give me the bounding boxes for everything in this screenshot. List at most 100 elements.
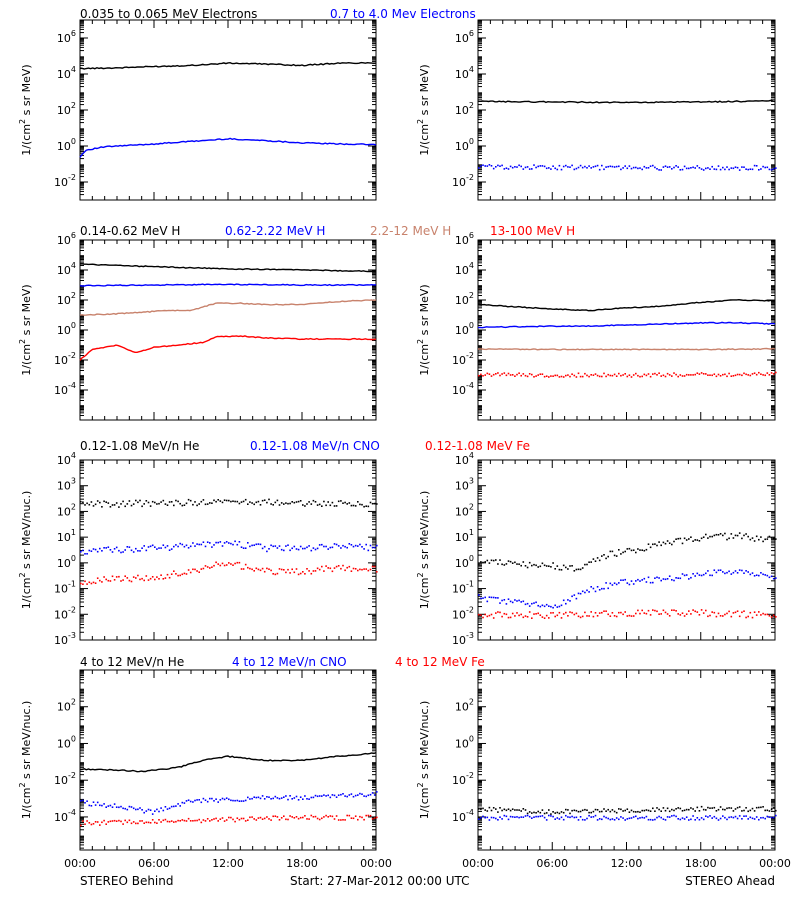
data-point [713, 168, 716, 170]
data-point [266, 550, 268, 553]
data-point [596, 819, 599, 821]
data-point [541, 562, 544, 565]
data-point [509, 815, 512, 818]
data-point [249, 501, 251, 503]
data-point [344, 545, 346, 548]
data-point [230, 816, 232, 819]
data-point [200, 543, 203, 546]
data-point [361, 546, 363, 548]
data-point [103, 500, 105, 503]
data-point [709, 535, 711, 538]
data-point [592, 816, 595, 818]
data-point [713, 569, 716, 571]
y-axis-title: 1/(cm2 s sr MeV) [18, 284, 33, 375]
data-point [352, 795, 355, 798]
data-point [173, 805, 175, 808]
data-point [170, 573, 173, 575]
data-point [673, 809, 675, 812]
data-point [350, 793, 353, 795]
data-point [688, 167, 690, 170]
data-point [179, 542, 181, 545]
data-point [647, 809, 650, 812]
data-point [187, 498, 190, 501]
data-point [601, 555, 603, 557]
data-point [340, 547, 342, 549]
data-point [266, 501, 268, 504]
data-point [88, 503, 91, 506]
data-point [579, 616, 582, 619]
data-point [762, 374, 764, 376]
data-point [206, 541, 209, 543]
data-point [492, 617, 495, 619]
data-point [213, 800, 215, 802]
data-point [135, 547, 137, 550]
data-point [342, 819, 344, 821]
data-point [507, 168, 510, 170]
footer-left-label: STEREO Behind [80, 874, 174, 888]
data-point [696, 817, 699, 819]
data-point [531, 617, 533, 619]
data-point [662, 374, 665, 377]
data-point [643, 549, 646, 552]
data-point [492, 167, 495, 170]
y-tick-label: 10-2 [452, 351, 474, 367]
data-point [478, 594, 480, 596]
data-point [249, 545, 251, 548]
data-point [238, 541, 241, 543]
data-point [278, 819, 281, 821]
data-point [713, 373, 716, 375]
data-point [641, 549, 643, 551]
data-point [545, 375, 548, 377]
data-point [556, 614, 559, 617]
data-point [660, 810, 662, 812]
data-point [94, 503, 97, 506]
data-point [626, 615, 629, 617]
data-point [505, 167, 508, 169]
data-point [734, 815, 737, 818]
data-point [109, 820, 112, 823]
data-point [223, 564, 226, 567]
data-point [154, 546, 156, 548]
data-point [520, 613, 522, 616]
data-point [594, 560, 597, 562]
data-point [552, 811, 554, 813]
data-point [478, 563, 480, 565]
data-point [613, 810, 616, 813]
data-point [766, 815, 769, 818]
data-point [615, 811, 618, 814]
data-point [145, 810, 148, 812]
data-point [730, 375, 733, 377]
data-point [622, 810, 624, 812]
data-point [230, 563, 232, 565]
data-point [302, 547, 304, 550]
data-point [137, 550, 139, 552]
data-point [189, 571, 192, 574]
data-point [225, 564, 228, 566]
data-point [329, 796, 332, 799]
data-point [738, 569, 741, 571]
data-point [598, 810, 601, 813]
data-point [724, 613, 726, 616]
data-point [685, 808, 688, 811]
data-point [170, 548, 173, 550]
data-point [253, 796, 255, 798]
data-point [344, 795, 346, 797]
data-point [86, 502, 88, 505]
data-point [654, 810, 656, 812]
data-point [158, 819, 160, 821]
y-tick-label: 102 [57, 502, 76, 518]
data-point [696, 806, 699, 809]
data-point [584, 165, 586, 168]
data-point [656, 576, 658, 579]
data-point [156, 822, 158, 824]
data-point [611, 165, 614, 168]
data-point [88, 549, 91, 552]
y-tick-label: 100 [455, 137, 474, 153]
data-point [240, 817, 243, 820]
y-tick-label: 102 [455, 101, 474, 117]
y-tick-label: 100 [57, 137, 76, 153]
series-ahead-electrons-0 [477, 99, 776, 104]
data-point [327, 548, 329, 550]
data-point [509, 809, 512, 812]
